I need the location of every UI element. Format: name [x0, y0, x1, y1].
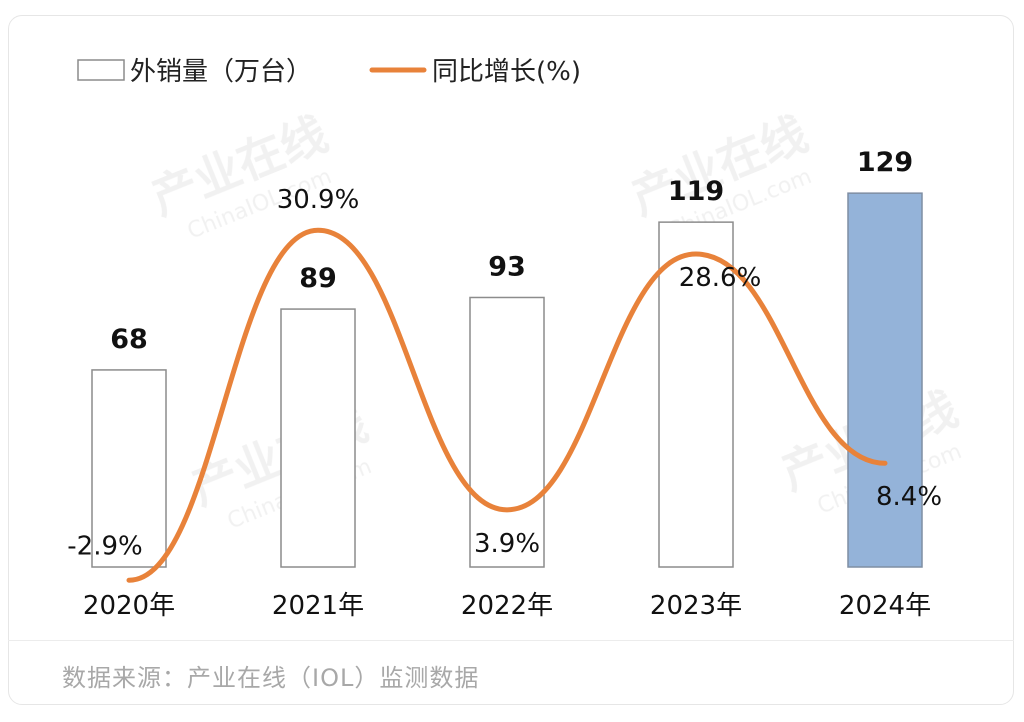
bar-value-label-3: 119	[668, 176, 724, 207]
growth-label-3: 28.6%	[679, 263, 762, 293]
bar-3	[658, 221, 734, 568]
legend-bar-label: 外销量（万台）	[130, 57, 312, 87]
data-source-note: 数据来源：产业在线（IOL）监测数据	[62, 664, 480, 692]
source-divider	[8, 640, 1014, 641]
growth-label-2: 3.9%	[474, 529, 540, 559]
bar-value-label-0: 68	[110, 324, 148, 355]
x-tick-label-3: 2023年	[650, 591, 742, 621]
bar-series	[91, 192, 923, 568]
growth-label-1: 30.9%	[277, 185, 360, 215]
growth-label-0: -2.9%	[67, 531, 142, 561]
x-tick-label-0: 2020年	[83, 591, 175, 621]
bar-0	[91, 369, 167, 568]
x-tick-label-2: 2022年	[461, 591, 553, 621]
bar-1	[280, 308, 356, 568]
bar-value-labels: 68 89 93 119 129	[110, 147, 913, 355]
bar-value-label-1: 89	[299, 263, 337, 294]
legend-line-label: 同比增长(%)	[432, 57, 581, 87]
growth-label-4: 8.4%	[876, 482, 942, 512]
bar-2	[469, 296, 545, 568]
bar-value-label-4: 129	[857, 147, 913, 178]
legend-bar-swatch	[77, 59, 125, 81]
bar-4	[847, 192, 923, 568]
growth-rate-labels: -2.9% 30.9% 3.9% 28.6% 8.4%	[67, 185, 942, 561]
x-tick-label-1: 2021年	[272, 591, 364, 621]
legend: 外销量（万台） 同比增长(%)	[77, 57, 581, 87]
x-tick-label-4: 2024年	[839, 591, 931, 621]
growth-rate-line	[126, 227, 888, 583]
x-axis-tick-labels: 2020年 2021年 2022年 2023年 2024年	[83, 591, 931, 621]
bar-value-label-2: 93	[488, 251, 526, 282]
